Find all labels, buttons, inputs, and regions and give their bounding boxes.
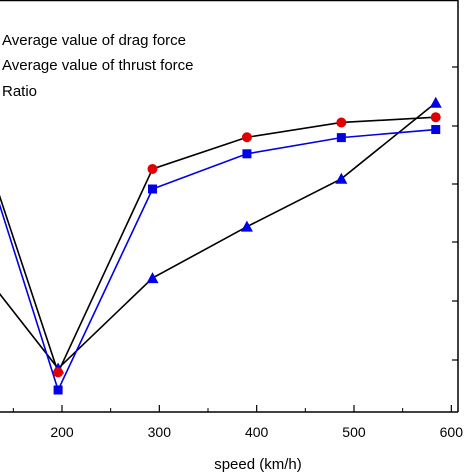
data-point-square bbox=[431, 125, 441, 135]
legend-entry-label: Average value of drag force bbox=[2, 32, 186, 49]
x-tick-label: 600 bbox=[440, 424, 464, 440]
data-point-circle bbox=[241, 132, 252, 143]
data-point-square bbox=[242, 149, 252, 159]
x-axis-label: speed (km/h) bbox=[214, 456, 302, 473]
data-point-circle bbox=[147, 163, 158, 174]
x-tick-label: 400 bbox=[245, 424, 269, 440]
x-tick-label: 500 bbox=[342, 424, 366, 440]
data-point-triangle bbox=[429, 96, 442, 108]
legend: Average value of drag force Average value… bbox=[2, 32, 194, 100]
series-layer bbox=[0, 96, 442, 395]
series-line-2 bbox=[0, 128, 436, 393]
x-axis: 200 300 400 500 600 bbox=[12, 405, 464, 440]
series-line-1 bbox=[0, 116, 436, 375]
data-point-square bbox=[53, 385, 63, 395]
data-point-square bbox=[148, 184, 158, 194]
data-point-triangle bbox=[335, 172, 348, 184]
data-point-circle bbox=[336, 117, 347, 128]
data-point-triangle bbox=[146, 272, 159, 284]
data-point-circle bbox=[430, 112, 441, 123]
legend-entry-label: Ratio bbox=[2, 83, 37, 100]
data-point-triangle bbox=[240, 220, 253, 232]
x-tick-label: 300 bbox=[148, 424, 172, 440]
x-tick-label: 200 bbox=[50, 424, 74, 440]
data-point-circle bbox=[53, 367, 64, 378]
legend-entry-label: Average value of thrust force bbox=[2, 57, 194, 74]
data-point-square bbox=[336, 133, 346, 143]
series-line-3 bbox=[0, 102, 437, 370]
plot-frame bbox=[0, 0, 459, 413]
